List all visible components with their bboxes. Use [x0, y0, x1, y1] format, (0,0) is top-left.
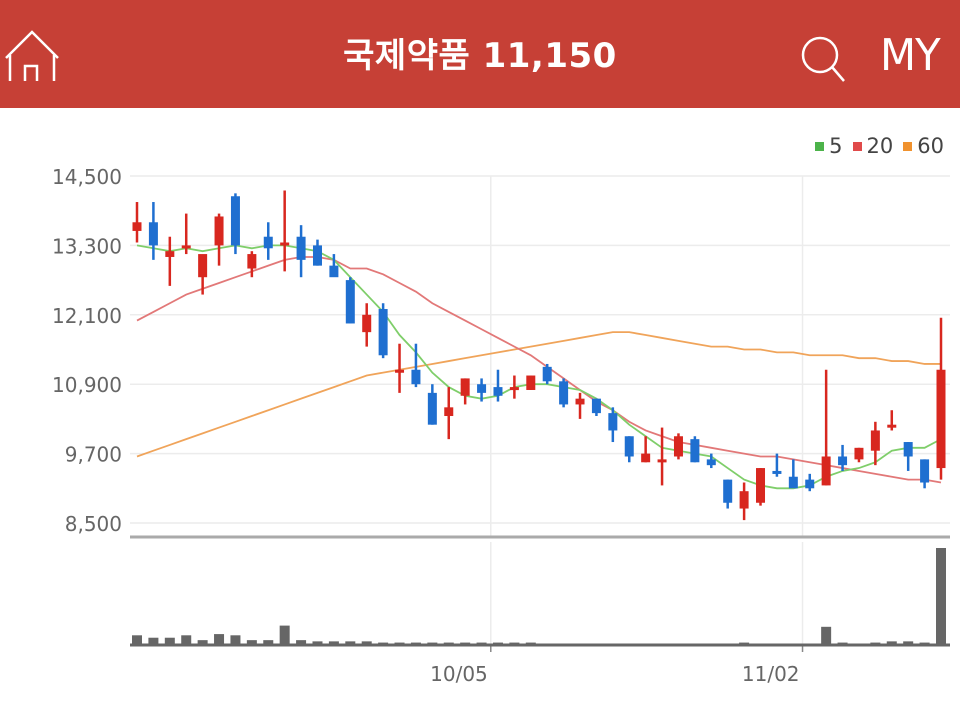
candle-body — [427, 392, 437, 425]
candle-body — [608, 413, 618, 431]
candle-body — [887, 424, 897, 428]
my-button[interactable]: MY — [880, 30, 941, 81]
ma20-line — [136, 256, 942, 484]
volume-bar — [230, 635, 241, 645]
candle-body — [591, 398, 601, 414]
chart-legend: 5 20 60 — [815, 134, 944, 158]
candle-body — [329, 265, 339, 278]
legend-swatch — [903, 141, 913, 151]
candle-body — [854, 447, 864, 460]
volume-bar — [246, 640, 257, 645]
candle-body — [509, 387, 519, 391]
candle-body — [559, 381, 569, 405]
volume-bar — [296, 640, 307, 645]
candle-body — [477, 384, 487, 393]
candle-body — [821, 456, 831, 486]
legend-label: 60 — [917, 134, 944, 158]
legend-ma20: 20 — [852, 134, 894, 158]
candle-body — [230, 196, 240, 246]
candle-body — [526, 375, 536, 390]
volume-bar — [132, 635, 142, 645]
candle-body — [444, 407, 454, 417]
x-tick-label: 10/05 — [430, 662, 488, 686]
volume-bar — [903, 641, 914, 645]
volume-bar — [886, 641, 897, 645]
y-tick-label: 8,500 — [65, 512, 122, 536]
volume-bar — [263, 640, 274, 645]
candle-body — [723, 479, 733, 503]
candle-body — [575, 398, 585, 405]
candle-body — [920, 459, 930, 483]
candle-body — [936, 369, 946, 469]
candle-body — [624, 436, 634, 457]
volume-bar — [214, 634, 225, 645]
candle-body — [214, 216, 224, 246]
candle-body — [247, 254, 257, 269]
x-tick-label: 11/02 — [742, 662, 800, 686]
candle-body — [641, 453, 651, 463]
candle-body — [362, 314, 372, 333]
y-tick-label: 13,300 — [52, 234, 122, 258]
volume-bar — [312, 641, 323, 645]
page-title: 국제약품 11,150 — [343, 36, 617, 76]
y-tick-label: 9,700 — [65, 443, 122, 467]
search-icon — [801, 36, 845, 82]
home-icon — [5, 30, 59, 81]
legend-label: 5 — [829, 134, 843, 158]
candle-body — [903, 442, 913, 457]
legend-ma60: 60 — [903, 134, 944, 158]
volume-bar — [181, 635, 192, 645]
candle-body — [690, 439, 700, 463]
candle-body — [148, 222, 158, 246]
legend-label: 20 — [866, 134, 894, 158]
candle-body — [181, 245, 191, 249]
candle-body — [706, 459, 716, 466]
volume-bar — [197, 640, 208, 645]
candle-body — [673, 436, 683, 457]
volume-bar — [345, 641, 356, 645]
candle-body — [460, 378, 470, 396]
volume-bar — [361, 641, 372, 645]
candle-body — [296, 236, 306, 260]
candle-body — [263, 236, 273, 249]
legend-ma5: 5 — [815, 134, 843, 158]
y-tick-label: 12,100 — [52, 304, 122, 328]
candle-body — [657, 459, 667, 463]
candle-body — [198, 254, 208, 278]
legend-swatch — [852, 141, 862, 151]
y-tick-label: 14,500 — [52, 165, 122, 189]
legend-swatch — [815, 141, 825, 151]
candle-body — [378, 309, 388, 356]
candle-body — [788, 476, 798, 489]
volume-bar — [164, 637, 175, 645]
candle-body — [165, 251, 175, 257]
candle-body — [411, 369, 421, 385]
candle-body — [756, 468, 766, 503]
candle-body — [132, 222, 142, 231]
price-chart[interactable]: 14,500 13,300 12,100 10,900 9,700 8,500 10/05 1… — [0, 108, 960, 717]
y-tick-label: 10,900 — [52, 373, 122, 397]
candle-body — [870, 430, 880, 451]
ma5-line — [136, 244, 942, 490]
ma60-line — [136, 331, 941, 458]
search-button[interactable] — [798, 34, 850, 84]
candle-body — [345, 280, 355, 324]
volume-bar — [821, 626, 832, 645]
volume-bar — [279, 625, 290, 645]
candle-body — [542, 366, 552, 382]
app-header: 국제약품 11,150 MY — [0, 0, 960, 108]
home-button[interactable] — [2, 28, 62, 84]
candle-body — [395, 369, 405, 373]
candle-body — [280, 242, 290, 246]
candle-body — [838, 456, 848, 466]
candle-body — [493, 387, 503, 396]
candle-body — [739, 491, 749, 509]
candle-body — [805, 479, 815, 489]
candle-body — [772, 470, 782, 474]
candle-body — [312, 245, 322, 266]
volume-bar — [328, 641, 339, 645]
volume-bar — [148, 637, 159, 645]
volume-bar — [936, 548, 946, 645]
